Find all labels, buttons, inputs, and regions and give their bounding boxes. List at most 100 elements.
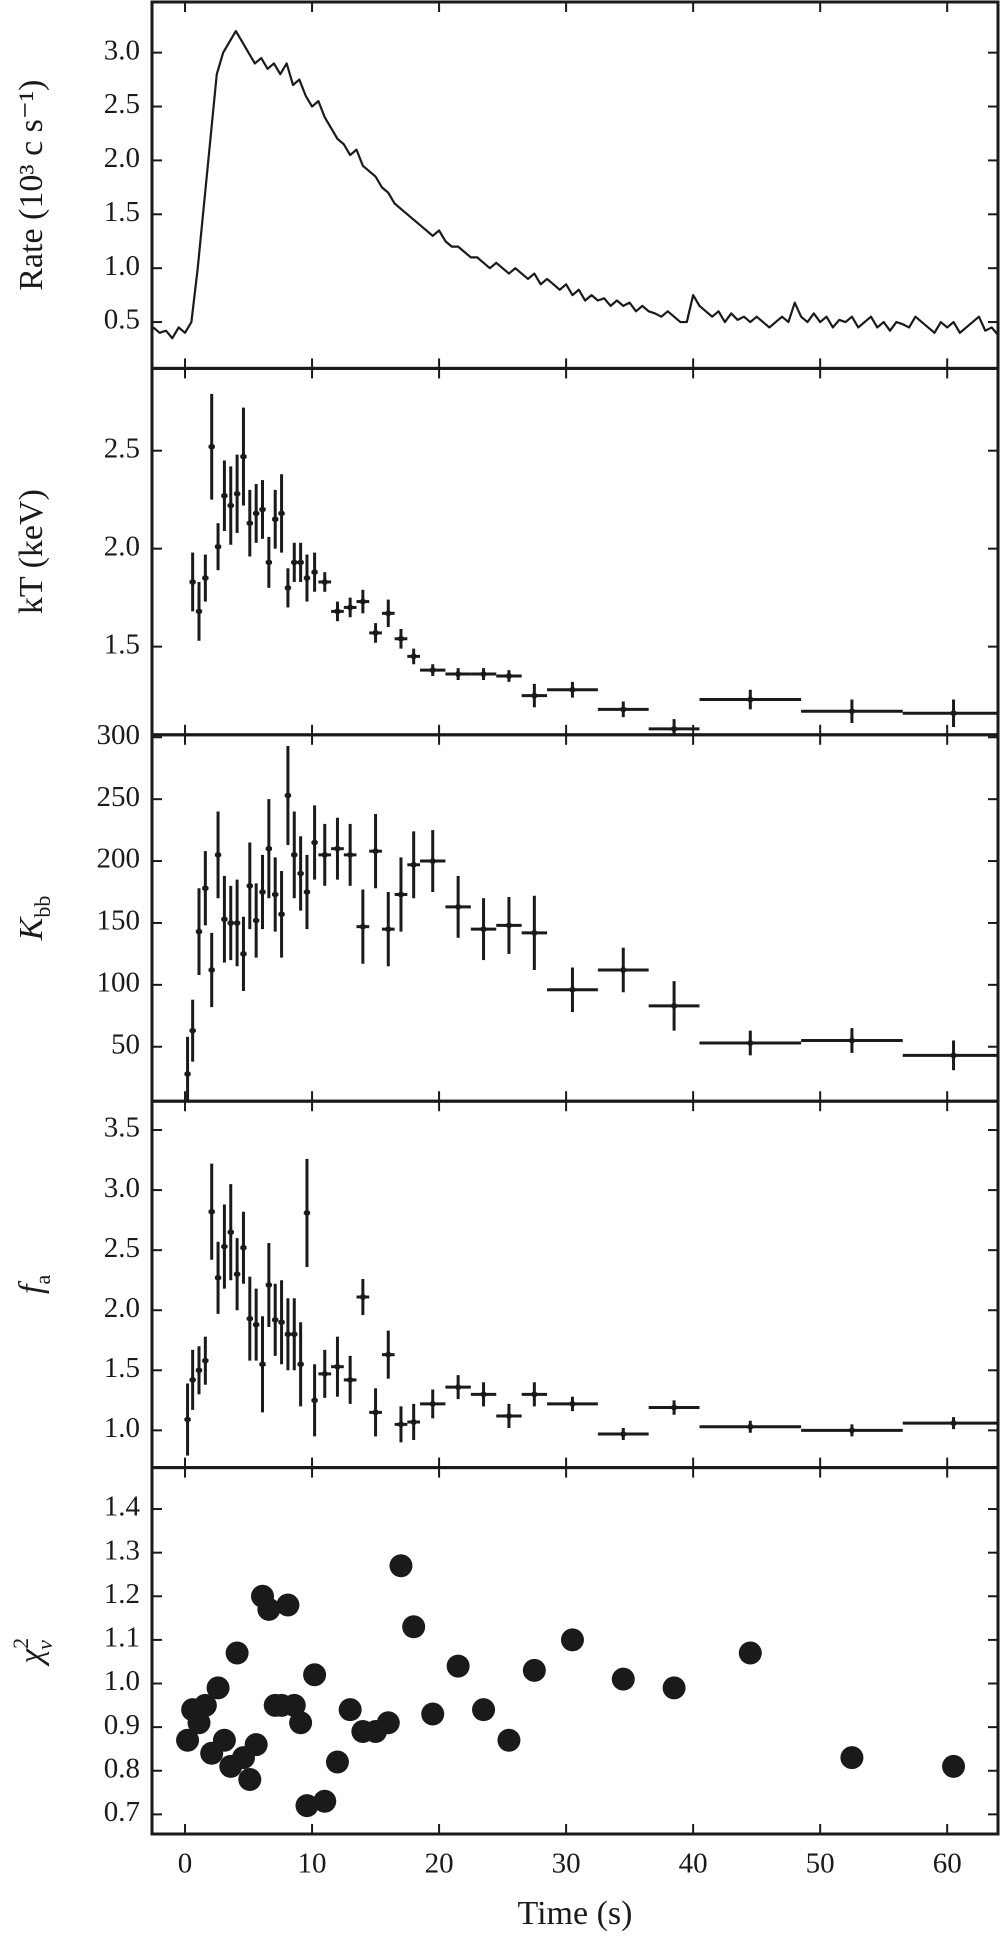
y-tick-label: 1.0 — [104, 1412, 140, 1444]
point — [193, 1693, 217, 1717]
y-tick-label: 2.0 — [104, 142, 140, 174]
point — [372, 848, 379, 855]
point — [848, 1037, 855, 1044]
point — [189, 1376, 196, 1383]
point — [253, 510, 260, 517]
point — [184, 1416, 191, 1423]
point — [950, 710, 957, 717]
point — [848, 1427, 855, 1434]
point — [176, 1728, 200, 1752]
x-axis-label: Time (s) — [518, 1895, 633, 1932]
y-axis-label: χ2ν — [8, 1638, 57, 1667]
point — [747, 1040, 754, 1047]
point — [421, 1702, 445, 1726]
point — [325, 1750, 349, 1774]
point — [311, 569, 318, 576]
y-tick-label: 1.0 — [104, 250, 140, 282]
panel: 50 100 150 200 250 300 Kbb — [13, 719, 1000, 1103]
point — [189, 578, 196, 585]
y-tick-label: 150 — [97, 905, 141, 937]
point — [278, 911, 285, 918]
point — [196, 608, 202, 615]
point — [221, 1243, 228, 1250]
y-tick-label: 0.7 — [104, 1796, 140, 1828]
point — [246, 520, 253, 527]
point — [347, 604, 354, 611]
point — [215, 851, 222, 858]
point — [215, 1274, 222, 1281]
y-tick-label: 50 — [111, 1028, 140, 1060]
y-tick-label: 300 — [97, 719, 141, 751]
point — [265, 845, 272, 852]
panel-frame — [150, 1099, 1000, 1470]
y-axis-label-sub: a — [30, 1275, 55, 1285]
y-tick-label: 2.0 — [104, 1292, 140, 1324]
y-tick-label: 1.2 — [104, 1578, 140, 1610]
point — [240, 453, 247, 460]
point — [189, 1027, 196, 1034]
point — [531, 929, 538, 936]
y-tick-label: 250 — [97, 781, 141, 813]
panel-frame — [150, 366, 1000, 737]
point — [334, 1363, 341, 1370]
point — [291, 1331, 298, 1338]
y-axis-label-sup: 2 — [8, 1638, 33, 1649]
point — [402, 1615, 426, 1639]
point — [738, 1641, 762, 1665]
point — [611, 1667, 635, 1691]
point — [560, 1628, 584, 1652]
point — [397, 635, 404, 642]
panel-frame — [150, 733, 1000, 1103]
y-tick-label: 1.5 — [104, 1352, 140, 1384]
point — [284, 1331, 291, 1338]
point — [208, 443, 215, 450]
y-tick-label: 1.0 — [104, 1665, 140, 1697]
point — [385, 1351, 392, 1358]
point — [265, 1282, 272, 1289]
y-tick-label: 2.5 — [104, 432, 140, 464]
plot-area — [152, 30, 998, 340]
point — [347, 1376, 354, 1383]
point — [227, 502, 234, 509]
point — [212, 1728, 236, 1752]
plot-area — [176, 1554, 966, 1818]
y-tick-label: 1.3 — [104, 1534, 140, 1566]
point — [372, 629, 379, 636]
point — [620, 706, 627, 713]
y-tick-label: 1.1 — [104, 1622, 140, 1654]
point — [840, 1746, 864, 1770]
point — [221, 492, 228, 499]
point — [202, 885, 209, 892]
point — [531, 1391, 538, 1398]
point — [240, 1244, 247, 1251]
y-tick-label: 3.0 — [104, 34, 140, 66]
point — [234, 919, 241, 926]
point — [347, 851, 354, 858]
point — [950, 1052, 957, 1059]
point — [278, 510, 285, 517]
point — [671, 725, 678, 732]
point — [942, 1754, 966, 1778]
point — [455, 903, 462, 910]
point — [196, 928, 202, 935]
point — [848, 708, 855, 715]
point — [480, 926, 487, 933]
x-tick-label: 50 — [806, 1848, 835, 1880]
point — [238, 1767, 262, 1791]
point — [376, 1711, 400, 1735]
point — [257, 1597, 281, 1621]
point — [311, 1397, 318, 1404]
y-axis-label-sub: ν — [32, 1640, 57, 1650]
y-tick-label: 2.5 — [104, 1232, 140, 1264]
point — [291, 851, 298, 858]
point — [429, 667, 436, 674]
point — [950, 1420, 957, 1427]
panel: 1.0 1.5 2.0 2.5 3.0 3.5 fa — [13, 1099, 1000, 1470]
point — [184, 1070, 191, 1077]
point — [497, 1728, 521, 1752]
panel-frame — [150, 1466, 1000, 1836]
point — [196, 1367, 202, 1374]
point — [747, 1423, 754, 1430]
panel: 0.5 1.0 1.5 2.0 2.5 3.0 Rate (10³ c s⁻¹) — [13, 0, 1000, 370]
